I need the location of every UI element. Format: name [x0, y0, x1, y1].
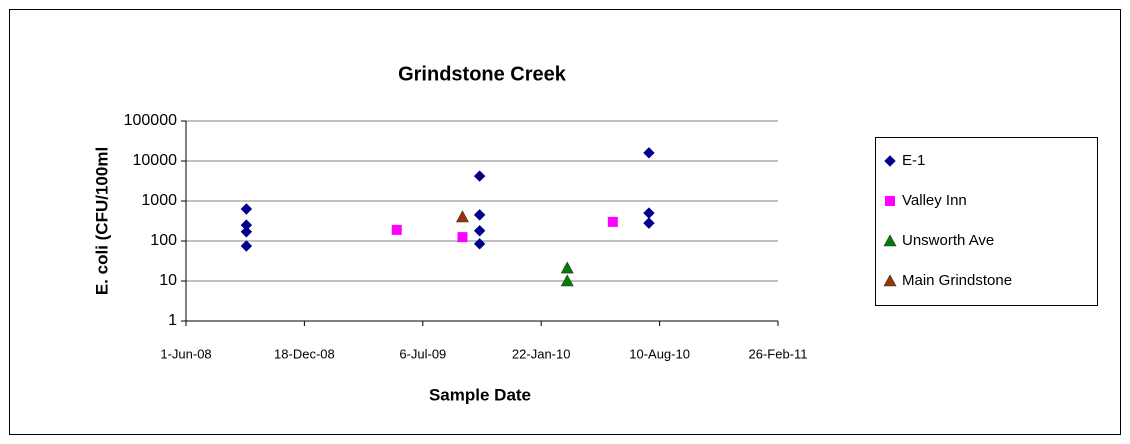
data-point: [473, 170, 486, 182]
data-point: [240, 226, 253, 238]
data-point: [473, 209, 486, 221]
legend-marker: [884, 155, 896, 167]
y-tick-label: 10: [159, 272, 177, 289]
legend-label: E-1: [902, 152, 925, 169]
y-axis-label: E. coli (CFU/100ml: [92, 147, 111, 295]
x-tick-label: 26-Feb-11: [748, 346, 807, 361]
data-point: [240, 240, 253, 252]
x-tick-label: 10-Aug-10: [629, 346, 690, 361]
legend-label: Unsworth Ave: [902, 232, 994, 249]
data-point: [473, 238, 486, 250]
x-tick-label: 6-Jul-09: [399, 346, 446, 361]
legend-label: Valley Inn: [902, 192, 967, 209]
data-point: [643, 147, 655, 159]
data-point: [643, 217, 655, 229]
y-tick-label: 100000: [124, 112, 177, 129]
chart-title: Grindstone Creek: [398, 63, 567, 85]
data-point: [391, 224, 402, 235]
data-point: [473, 225, 486, 237]
legend-marker: [883, 234, 897, 247]
y-tick-label: 1000: [141, 192, 177, 209]
data-point: [560, 274, 574, 287]
data-point: [455, 210, 469, 223]
legend-label: Main Grindstone: [902, 272, 1012, 289]
y-tick-label: 10000: [133, 152, 178, 169]
y-tick-label: 100: [150, 232, 177, 249]
legend-marker: [885, 196, 895, 206]
data-point: [560, 261, 574, 274]
x-tick-label: 18-Dec-08: [274, 346, 335, 361]
data-point: [457, 232, 468, 243]
data-point: [240, 203, 253, 215]
legend-box: [875, 137, 1098, 306]
x-tick-label: 22-Jan-10: [512, 346, 571, 361]
legend-marker: [883, 274, 897, 287]
x-tick-label: 1-Jun-08: [160, 346, 211, 361]
data-point: [607, 216, 618, 227]
y-tick-label: 1: [168, 312, 177, 329]
x-axis-label: Sample Date: [429, 385, 531, 404]
